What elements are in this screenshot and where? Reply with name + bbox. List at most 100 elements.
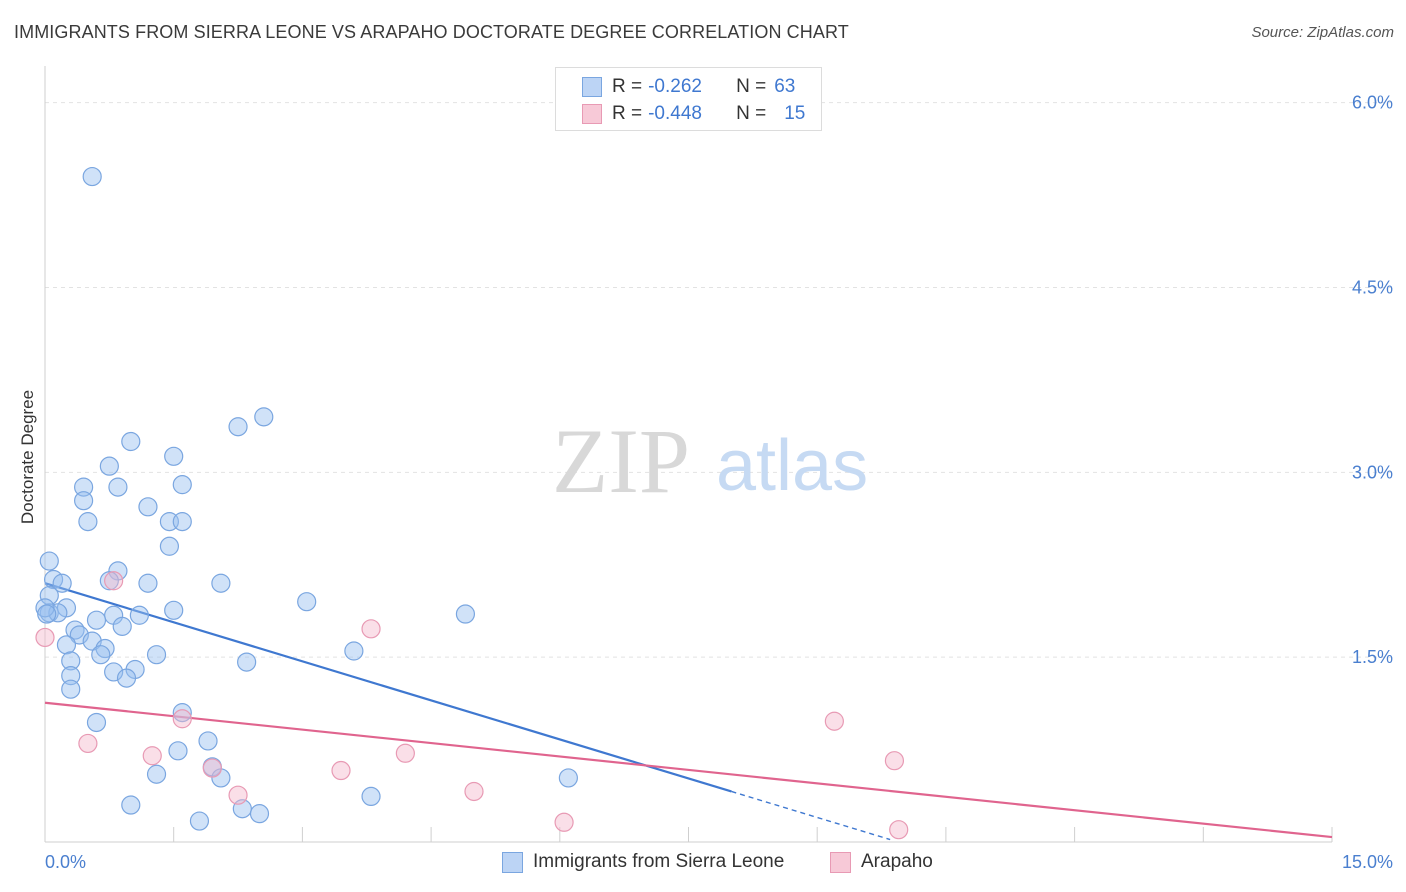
point-arapaho [889, 820, 909, 840]
trend-line-extension-sierra-leone [731, 790, 891, 841]
point-sierra-leone [558, 768, 578, 788]
point-arapaho [172, 709, 192, 729]
legend-r-label: R = [612, 103, 643, 124]
y-tick-label: 1.5% [1352, 647, 1393, 667]
watermark-atlas: atlas [716, 426, 868, 506]
point-sierra-leone [86, 712, 107, 733]
point-sierra-leone [121, 795, 141, 815]
y-axis-label: Doctorate Degree [18, 390, 37, 524]
point-sierra-leone [52, 573, 72, 593]
point-sierra-leone [164, 600, 184, 620]
legend-r-label: R = [612, 76, 643, 97]
point-sierra-leone [237, 652, 257, 672]
point-sierra-leone [39, 551, 59, 571]
legend-row-sierra-leone: R = -0.262 N = 63 [556, 73, 795, 101]
point-sierra-leone [172, 512, 192, 532]
point-sierra-leone [86, 610, 107, 630]
point-sierra-leone [99, 456, 119, 476]
x-tick-label: 15.0% [1342, 852, 1393, 872]
point-sierra-leone [146, 645, 167, 665]
legend-label: Immigrants from Sierra Leone [533, 851, 785, 872]
stats-legend: R = -0.262 N = 63 R = -0.448 N = 15 [555, 67, 822, 131]
point-sierra-leone [146, 764, 167, 784]
point-sierra-leone [344, 641, 364, 661]
tick-labels: 6.0% 4.5% 3.0% 1.5% 0.0% 15.0% [45, 93, 1393, 872]
point-arapaho [395, 743, 415, 763]
point-arapaho [35, 627, 55, 648]
point-arapaho [78, 733, 98, 754]
point-sierra-leone [228, 417, 248, 437]
chart-title: IMMIGRANTS FROM SIERRA LEONE VS ARAPAHO … [14, 22, 849, 42]
point-sierra-leone [99, 571, 119, 591]
watermark-zip: ZIP [552, 410, 690, 512]
point-sierra-leone [455, 604, 476, 624]
point-sierra-leone [198, 731, 218, 751]
legend-n-label: N = [736, 76, 767, 97]
legend-swatch-arapaho [830, 851, 851, 873]
trend-line-arapaho [44, 701, 1333, 839]
legend-n-value: 63 [774, 76, 796, 97]
point-arapaho [104, 571, 124, 591]
point-sierra-leone [249, 804, 270, 824]
point-arapaho [884, 751, 905, 771]
point-arapaho [361, 619, 381, 639]
point-sierra-leone [168, 741, 188, 761]
y-tick-label: 6.0% [1352, 93, 1393, 113]
point-sierra-leone [211, 573, 231, 593]
source-label: Source: ZipAtlas.com [1251, 24, 1394, 41]
point-sierra-leone [91, 645, 111, 665]
point-sierra-leone [189, 811, 210, 831]
point-sierra-leone [74, 477, 94, 497]
point-sierra-leone [361, 786, 381, 807]
legend-swatch-arapaho [582, 104, 602, 124]
legend-n-label: N = [736, 103, 767, 124]
trend-lines [44, 582, 1333, 841]
trend-line-sierra-leone [44, 582, 732, 793]
point-sierra-leone [78, 512, 98, 532]
point-sierra-leone [37, 604, 57, 624]
x-tick-label: 0.0% [45, 852, 86, 872]
legend-r-value: -0.262 [648, 76, 702, 97]
point-arapaho [142, 746, 162, 766]
series-legend: Immigrants from Sierra Leone Arapaho [0, 851, 1406, 879]
legend-swatch-sierra-leone [502, 851, 523, 873]
point-sierra-leone [56, 635, 77, 655]
point-sierra-leone [121, 431, 141, 452]
axes [44, 66, 1333, 843]
point-arapaho [202, 758, 222, 778]
point-sierra-leone [172, 475, 192, 495]
legend-row-arapaho: R = -0.448 N = 15 [556, 100, 805, 128]
point-arapaho [824, 711, 844, 731]
point-sierra-leone [138, 497, 158, 517]
point-sierra-leone [108, 477, 128, 497]
y-tick-label: 4.5% [1352, 277, 1393, 297]
data-points [35, 166, 909, 840]
point-sierra-leone [74, 491, 94, 511]
point-sierra-leone [61, 651, 81, 671]
point-arapaho [228, 785, 248, 805]
point-sierra-leone [164, 446, 184, 466]
point-arapaho [554, 812, 574, 832]
legend-r-value: -0.448 [648, 103, 702, 124]
point-sierra-leone [116, 668, 137, 688]
point-sierra-leone [172, 703, 192, 723]
legend-item-sierra-leone[interactable]: Immigrants from Sierra Leone [502, 851, 784, 873]
point-sierra-leone [61, 666, 81, 686]
point-sierra-leone [82, 166, 102, 187]
legend-n-value: 15 [784, 103, 806, 124]
grid-lines [45, 102, 1392, 658]
legend-swatch-sierra-leone [582, 77, 602, 97]
legend-label: Arapaho [861, 851, 933, 872]
point-sierra-leone [39, 585, 59, 606]
point-sierra-leone [159, 536, 180, 556]
point-sierra-leone [297, 592, 317, 612]
legend-item-arapaho[interactable]: Arapaho [830, 851, 933, 873]
point-sierra-leone [254, 407, 274, 427]
y-tick-label: 3.0% [1352, 462, 1393, 482]
point-sierra-leone [61, 679, 81, 699]
point-sierra-leone [138, 573, 158, 593]
point-arapaho [331, 760, 351, 781]
point-sierra-leone [112, 616, 132, 636]
point-arapaho [464, 781, 484, 802]
